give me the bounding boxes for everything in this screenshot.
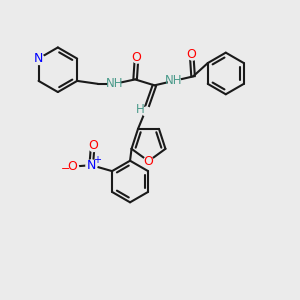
Text: H: H [136, 103, 145, 116]
Text: N: N [86, 159, 96, 172]
Text: O: O [88, 140, 98, 152]
Text: O: O [67, 160, 77, 173]
Text: N: N [34, 52, 43, 65]
Text: NH: NH [106, 77, 123, 90]
Text: NH: NH [165, 74, 182, 87]
Text: O: O [144, 154, 153, 168]
Text: +: + [93, 155, 101, 165]
Text: −: − [61, 164, 70, 174]
Text: O: O [187, 48, 196, 61]
Text: O: O [132, 51, 142, 64]
